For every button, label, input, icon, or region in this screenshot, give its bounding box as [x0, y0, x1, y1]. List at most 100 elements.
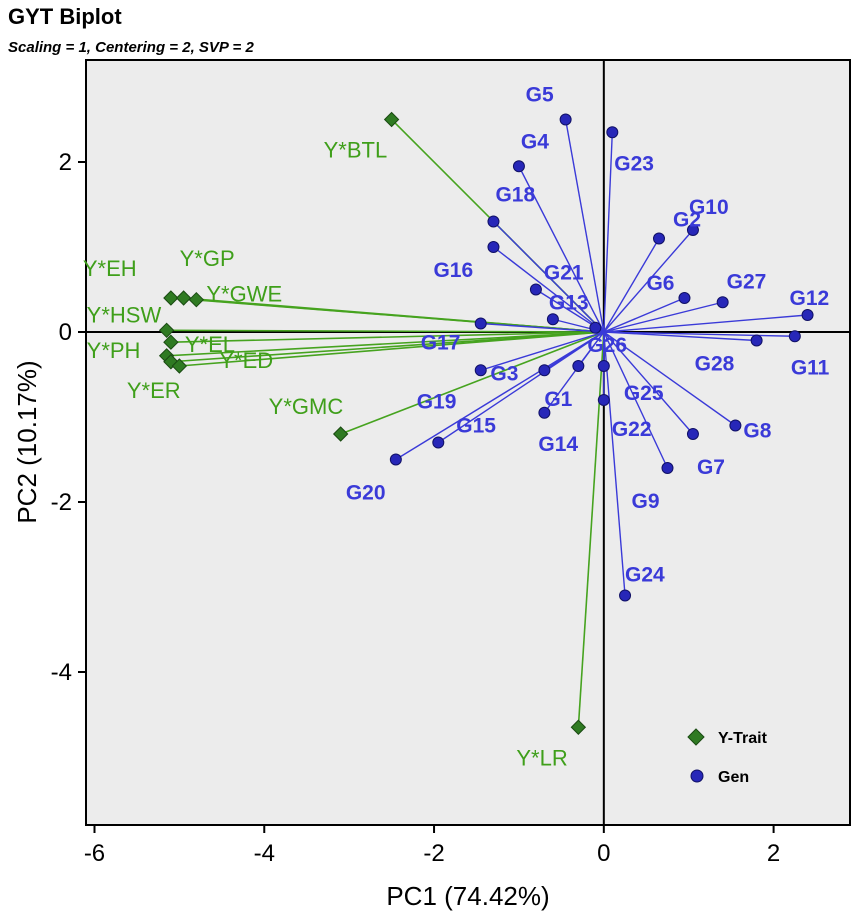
- genotype-label: G12: [790, 287, 830, 310]
- genotype-vector: [603, 331, 795, 337]
- genotype-label: G14: [538, 433, 578, 456]
- genotype-marker: [589, 321, 602, 334]
- genotype-marker: [619, 589, 632, 602]
- genotype-label: G10: [689, 196, 729, 219]
- genotype-vector: [480, 331, 605, 371]
- genotype-marker: [801, 309, 814, 321]
- genotype-marker: [389, 453, 402, 466]
- trait-marker: [171, 358, 188, 374]
- trait-label: Y*EL: [185, 332, 235, 357]
- genotype-label: G28: [695, 353, 735, 376]
- genotype-marker: [487, 241, 500, 253]
- genotype-marker: [653, 232, 665, 245]
- genotype-label: G17: [421, 332, 461, 355]
- genotype-marker: [474, 317, 487, 330]
- genotype-marker: [538, 406, 551, 419]
- legend-trait-label: Y-Trait: [718, 730, 768, 747]
- genotype-vectors: [395, 119, 808, 596]
- genotype-vector: [603, 331, 757, 342]
- genotype-label: G22: [612, 418, 652, 441]
- genotype-marker: [678, 292, 691, 304]
- trait-label: Y*LR: [516, 745, 567, 770]
- genotype-markers: [389, 113, 814, 602]
- x-tick-label: -2: [423, 840, 444, 867]
- genotype-marker: [474, 364, 487, 377]
- x-tick-label: -4: [254, 840, 275, 867]
- trait-marker: [163, 290, 179, 306]
- genotype-label: G3: [490, 362, 518, 385]
- trait-marker: [332, 426, 349, 442]
- genotype-marker: [487, 215, 500, 228]
- genotype-label: G27: [727, 270, 767, 293]
- chart-title: GYT Biplot: [8, 4, 122, 29]
- genotype-label: G4: [521, 130, 549, 153]
- genotype-label: G23: [614, 152, 654, 175]
- genotype-marker: [750, 334, 763, 347]
- genotype-marker: [597, 394, 610, 406]
- y-axis-label: PC2 (10.17%): [12, 360, 42, 523]
- genotype-marker: [686, 428, 699, 440]
- genotype-label: G2: [673, 209, 701, 232]
- y-tick-label: 2: [59, 149, 72, 176]
- genotype-label: G19: [417, 390, 457, 413]
- trait-marker: [383, 111, 400, 128]
- genotype-vector: [603, 229, 694, 333]
- trait-marker: [188, 291, 205, 308]
- genotype-marker: [572, 360, 585, 372]
- trait-vector: [166, 329, 604, 333]
- trait-label: Y*PH: [87, 338, 141, 363]
- trait-label: Y*HSW: [87, 302, 162, 327]
- genotype-marker: [546, 313, 559, 326]
- trait-label: Y*ER: [127, 378, 181, 403]
- genotype-marker: [538, 364, 551, 377]
- trait-vector: [179, 331, 604, 367]
- genotype-vector: [480, 322, 604, 333]
- trait-label: Y*EH: [83, 256, 137, 281]
- trait-vector: [170, 331, 604, 343]
- genotype-vector: [564, 119, 605, 333]
- point-labels: Y*BTL Y*EH Y*GP Y*GWE Y*HSW Y*EL Y*PH Y*ER Y*ED Y…: [83, 84, 830, 771]
- trait-label: Y*GP: [180, 246, 235, 271]
- genotype-vector: [395, 331, 605, 461]
- genotype-label: G1: [544, 388, 572, 411]
- genotype-label: G6: [646, 272, 674, 295]
- x-tick-label: 2: [767, 840, 780, 867]
- genotype-label: G24: [625, 564, 665, 587]
- genotype-marker: [432, 436, 445, 449]
- genotype-marker: [512, 160, 525, 173]
- genotype-vector: [603, 314, 808, 333]
- genotype-vector: [492, 221, 605, 333]
- legend: Y-Trait Gen: [687, 728, 768, 786]
- genotype-marker: [729, 419, 742, 432]
- trait-label: Y*GWE: [206, 282, 282, 307]
- legend-gen-marker: [690, 769, 704, 783]
- genotype-vector: [603, 331, 626, 596]
- trait-markers: [158, 111, 587, 735]
- genotype-marker: [661, 462, 674, 474]
- legend-gen-label: Gen: [718, 769, 749, 786]
- trait-marker: [175, 290, 192, 306]
- genotype-label: G21: [544, 262, 584, 285]
- y-tick-label: 0: [59, 319, 72, 346]
- genotype-label: G11: [791, 356, 830, 379]
- x-tick-label: 0: [597, 840, 610, 867]
- trait-marker: [163, 354, 179, 370]
- genotype-label: G16: [433, 259, 473, 282]
- genotype-label: G13: [549, 291, 589, 314]
- genotype-marker: [686, 224, 699, 236]
- y-tick-label: -4: [51, 659, 72, 686]
- x-tick-label: -6: [84, 840, 105, 867]
- genotype-vector: [603, 132, 614, 333]
- genotype-label: G7: [697, 456, 725, 479]
- x-axis-label: PC1 (74.42%): [386, 881, 549, 911]
- genotype-label: G18: [495, 184, 535, 207]
- trait-marker: [158, 322, 175, 339]
- genotype-vector: [603, 331, 669, 469]
- genotype-vector: [518, 165, 605, 333]
- genotype-marker: [716, 296, 729, 309]
- genotype-label: G20: [346, 482, 386, 505]
- trait-vector: [170, 331, 604, 363]
- genotype-label: G26: [587, 334, 627, 357]
- genotype-vector: [603, 297, 685, 333]
